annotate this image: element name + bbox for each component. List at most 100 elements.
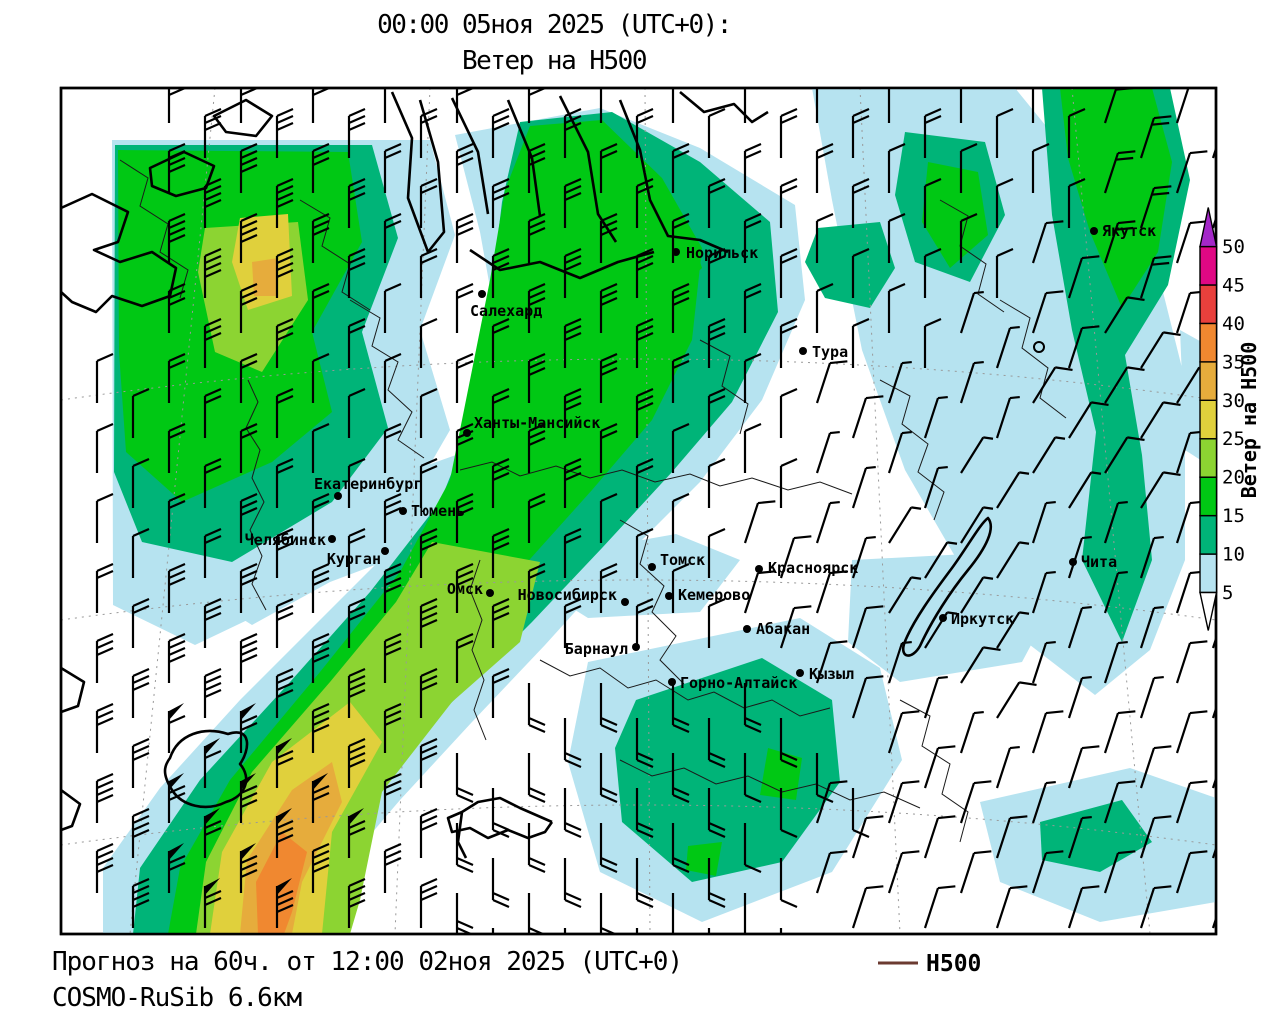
wind-barb-staff (1031, 570, 1056, 614)
wind-barb-staff (419, 667, 438, 718)
wind-barb (491, 597, 510, 648)
wind-barb-staff (923, 107, 942, 158)
wind-barb (239, 492, 258, 543)
wind-barb-staff (347, 387, 366, 438)
colorbar-tick-label: 10 (1222, 544, 1245, 566)
wind-barb-staff (635, 788, 654, 839)
wind-barb (383, 282, 402, 333)
wind-barb-staff (779, 247, 798, 298)
wind-barb (239, 562, 258, 613)
wind-barb (167, 88, 186, 123)
wind-barb (239, 282, 258, 333)
wind-barb (743, 500, 776, 544)
colorbar: 5 10 15 20 25 30 35 40 45 50 Ветер на H500 (1199, 207, 1261, 631)
wind-barb (743, 893, 747, 934)
colorbar-segment (1199, 284, 1218, 325)
wind-barb (203, 527, 222, 578)
wind-barb (527, 142, 546, 193)
wind-barb-staff (203, 107, 222, 158)
wind-barb-staff (527, 753, 546, 804)
wind-barb-staff (239, 632, 258, 683)
city-dot (463, 429, 471, 437)
wind-barb-staff (1175, 780, 1208, 824)
wind-barb (635, 527, 654, 578)
wind-barb (563, 597, 582, 648)
coastline-path (469, 248, 655, 280)
wind-barb-staff (1032, 436, 1066, 474)
city-dot (668, 678, 676, 686)
wind-barb-staff (923, 465, 948, 509)
colorbar-under-arrow (1199, 591, 1218, 631)
wind-barb-staff (347, 177, 366, 228)
wind-barb (563, 718, 582, 769)
wind-barb-staff (923, 815, 956, 859)
wind-barb-staff (419, 387, 438, 438)
wind-barb (1031, 220, 1064, 264)
wind-barb (419, 317, 438, 368)
wind-barb (419, 177, 438, 228)
wind-barb-staff (311, 142, 330, 193)
wind-barb (275, 597, 294, 648)
wind-barb (851, 107, 870, 158)
city-label: Чита (1081, 553, 1117, 571)
wind-barb-staff (203, 746, 222, 788)
wind-barb (815, 212, 834, 263)
wind-barb (671, 212, 690, 263)
wind-barb (924, 541, 958, 579)
wind-speed-region (256, 832, 307, 934)
wind-barb-staff (491, 317, 510, 368)
wind-barb-staff (491, 788, 510, 839)
wind-barb (347, 597, 366, 648)
wind-barb (203, 667, 222, 718)
city-dot (399, 507, 407, 515)
colorbar-title: Ветер на H500 (1237, 342, 1261, 499)
wind-barb (203, 177, 222, 228)
wind-barb (1139, 535, 1164, 579)
wind-barb-pennant (169, 703, 184, 720)
wind-barb-staff (455, 753, 474, 804)
wind-barb-staff (131, 597, 150, 648)
wind-barb (1031, 88, 1035, 123)
wind-barb-staff (635, 387, 654, 438)
h500-legend-label: H500 (926, 951, 981, 977)
wind-barb-staff (1104, 366, 1145, 404)
wind-barb-pennant (313, 773, 328, 790)
wind-barb-staff (347, 737, 366, 788)
wind-barbs-layer (95, 88, 1216, 934)
wind-barb (563, 387, 582, 438)
wind-barb (1103, 570, 1128, 614)
wind-barb-staff (779, 107, 798, 158)
wind-barb (239, 773, 258, 823)
wind-barb-staff (743, 142, 762, 193)
wind-barb-staff (671, 683, 690, 734)
wind-barb (995, 885, 1028, 929)
wind-barb (1139, 815, 1172, 859)
wind-barb-staff (563, 247, 582, 298)
wind-barb (1031, 850, 1064, 894)
wind-barb-staff (1067, 605, 1092, 649)
admin-boundary-path (619, 519, 685, 685)
city-label: Ханты-Мансийск (474, 414, 600, 432)
wind-barb (167, 352, 186, 403)
wind-barb-staff (1067, 325, 1100, 369)
wind-barb (599, 88, 604, 123)
wind-barb-staff (923, 395, 948, 439)
wind-barb (419, 527, 438, 578)
wind-barb-staff (779, 788, 798, 839)
wind-barb (923, 107, 942, 158)
wind-barb-staff (419, 877, 438, 928)
wind-barb-staff (203, 816, 222, 858)
wind-barb (455, 422, 474, 473)
wind-barb (1103, 500, 1128, 544)
wind-barb-staff (707, 107, 726, 158)
wind-barb-staff (491, 457, 510, 508)
wind-barb (815, 500, 840, 544)
wind-barb (347, 177, 366, 228)
wind-barb-staff (707, 387, 726, 438)
station-circle-marker (1033, 341, 1045, 353)
admin-boundary-path (619, 759, 921, 809)
wind-barb (1104, 296, 1145, 334)
wind-barb (1103, 710, 1136, 754)
wind-barb-staff (563, 527, 582, 578)
admin-boundary-path (699, 339, 749, 435)
